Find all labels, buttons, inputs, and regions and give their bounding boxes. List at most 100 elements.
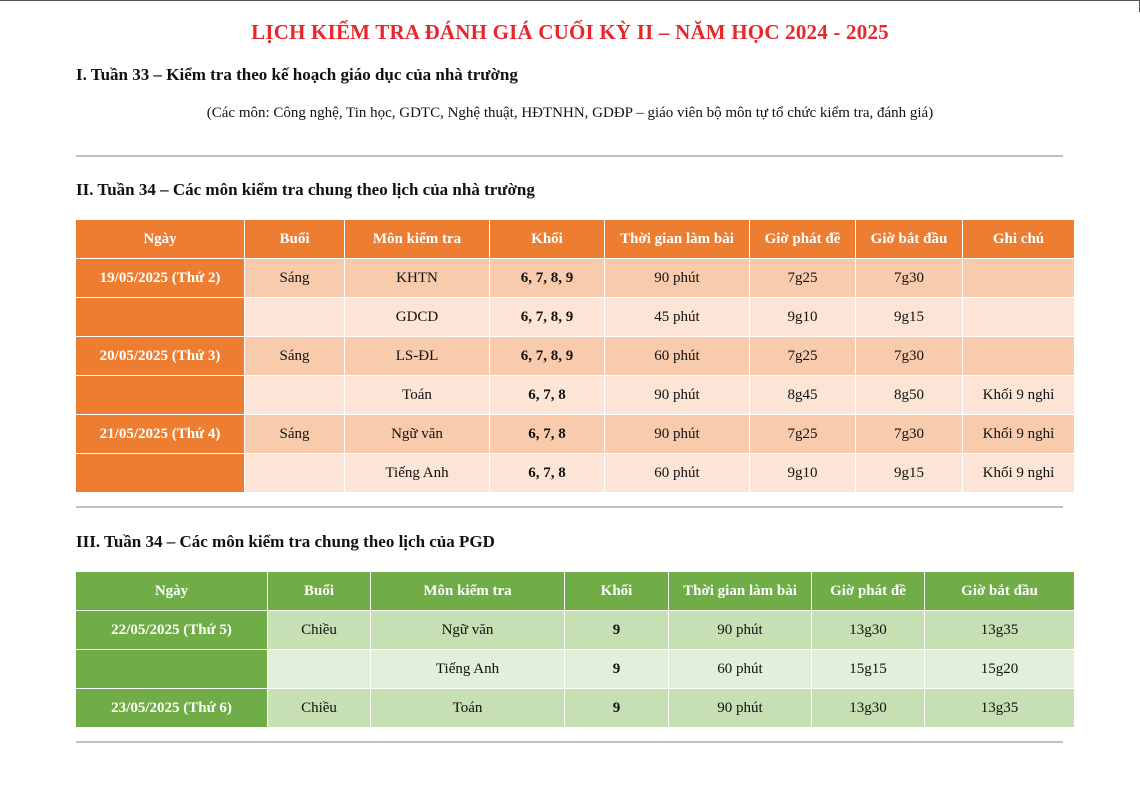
col-header-date: Ngày: [76, 220, 245, 259]
cell-grade: 9: [565, 689, 669, 728]
cell-handout-time: 13g30: [812, 689, 925, 728]
cell-subject: KHTN: [345, 259, 490, 298]
col-header-handout-time: Giờ phát đề: [812, 572, 925, 611]
col-header-date: Ngày: [76, 572, 268, 611]
section1-heading: I. Tuần 33 – Kiểm tra theo kế hoạch giáo…: [76, 65, 518, 85]
cell-grade: 6, 7, 8: [490, 415, 605, 454]
cell-subject: Toán: [371, 689, 565, 728]
cell-duration: 90 phút: [669, 611, 812, 650]
table-row: 22/05/2025 (Thứ 5) Chiều Ngữ văn 9 90 ph…: [76, 611, 1075, 650]
cell-subject: GDCD: [345, 298, 490, 337]
cell-handout-time: 7g25: [750, 337, 856, 376]
divider: [76, 506, 1063, 508]
top-border: [0, 0, 1140, 1]
col-header-start-time: Giờ bắt đầu: [925, 572, 1075, 611]
page-title: LỊCH KIỂM TRA ĐÁNH GIÁ CUỐI KỲ II – NĂM …: [0, 20, 1140, 45]
table-row: Tiếng Anh 6, 7, 8 60 phút 9g10 9g15 Khối…: [76, 454, 1075, 493]
cell-handout-time: 13g30: [812, 611, 925, 650]
cell-start-time: 9g15: [856, 454, 963, 493]
cell-handout-time: 7g25: [750, 415, 856, 454]
col-header-session: Buổi: [245, 220, 345, 259]
cell-grade: 9: [565, 650, 669, 689]
cell-duration: 60 phút: [669, 650, 812, 689]
cell-session: [245, 454, 345, 493]
cell-session: Chiều: [268, 611, 371, 650]
cell-date: 20/05/2025 (Thứ 3): [76, 337, 245, 376]
col-header-grade: Khối: [490, 220, 605, 259]
cell-grade: 6, 7, 8, 9: [490, 298, 605, 337]
cell-session: Sáng: [245, 337, 345, 376]
section2-heading: II. Tuần 34 – Các môn kiểm tra chung the…: [76, 180, 535, 200]
cell-start-time: 13g35: [925, 611, 1075, 650]
cell-handout-time: 7g25: [750, 259, 856, 298]
cell-date: [76, 650, 268, 689]
cell-duration: 90 phút: [605, 376, 750, 415]
cell-notes: Khối 9 nghỉ: [963, 415, 1075, 454]
table-row: GDCD 6, 7, 8, 9 45 phút 9g10 9g15: [76, 298, 1075, 337]
table-row: 19/05/2025 (Thứ 2) Sáng KHTN 6, 7, 8, 9 …: [76, 259, 1075, 298]
table-header-row: Ngày Buổi Môn kiểm tra Khối Thời gian là…: [76, 572, 1075, 611]
cell-session: Sáng: [245, 259, 345, 298]
col-header-subject: Môn kiểm tra: [371, 572, 565, 611]
cell-subject: Ngữ văn: [371, 611, 565, 650]
cell-subject: Toán: [345, 376, 490, 415]
cell-session: Chiều: [268, 689, 371, 728]
divider: [76, 741, 1063, 743]
pgd-schedule-table: Ngày Buổi Môn kiểm tra Khối Thời gian là…: [76, 572, 1075, 728]
cell-start-time: 7g30: [856, 415, 963, 454]
section3-heading: III. Tuần 34 – Các môn kiểm tra chung th…: [76, 532, 495, 552]
cell-duration: 90 phút: [605, 415, 750, 454]
cell-start-time: 8g50: [856, 376, 963, 415]
cell-duration: 90 phút: [605, 259, 750, 298]
col-header-notes: Ghi chú: [963, 220, 1075, 259]
cell-start-time: 9g15: [856, 298, 963, 337]
cell-duration: 45 phút: [605, 298, 750, 337]
cell-handout-time: 9g10: [750, 298, 856, 337]
cell-session: [245, 298, 345, 337]
cell-start-time: 13g35: [925, 689, 1075, 728]
cell-subject: LS-ĐL: [345, 337, 490, 376]
cell-grade: 6, 7, 8: [490, 454, 605, 493]
cell-start-time: 15g20: [925, 650, 1075, 689]
cell-date: [76, 454, 245, 493]
cell-start-time: 7g30: [856, 337, 963, 376]
cell-subject: Ngữ văn: [345, 415, 490, 454]
table-row: 23/05/2025 (Thứ 6) Chiều Toán 9 90 phút …: [76, 689, 1075, 728]
cell-date: 22/05/2025 (Thứ 5): [76, 611, 268, 650]
cell-handout-time: 8g45: [750, 376, 856, 415]
cell-date: [76, 298, 245, 337]
cell-date: 21/05/2025 (Thứ 4): [76, 415, 245, 454]
col-header-duration: Thời gian làm bài: [605, 220, 750, 259]
cell-date: 19/05/2025 (Thứ 2): [76, 259, 245, 298]
divider: [76, 155, 1063, 157]
cell-date: 23/05/2025 (Thứ 6): [76, 689, 268, 728]
cell-duration: 60 phút: [605, 454, 750, 493]
cell-notes: Khối 9 nghỉ: [963, 454, 1075, 493]
cell-subject: Tiếng Anh: [371, 650, 565, 689]
col-header-subject: Môn kiểm tra: [345, 220, 490, 259]
cell-notes: [963, 337, 1075, 376]
cell-grade: 6, 7, 8, 9: [490, 337, 605, 376]
cell-notes: [963, 259, 1075, 298]
cell-session: [245, 376, 345, 415]
col-header-start-time: Giờ bắt đầu: [856, 220, 963, 259]
cell-handout-time: 9g10: [750, 454, 856, 493]
table-row: Tiếng Anh 9 60 phút 15g15 15g20: [76, 650, 1075, 689]
cell-handout-time: 15g15: [812, 650, 925, 689]
cell-duration: 60 phút: [605, 337, 750, 376]
cell-notes: Khối 9 nghỉ: [963, 376, 1075, 415]
table-row: Toán 6, 7, 8 90 phút 8g45 8g50 Khối 9 ng…: [76, 376, 1075, 415]
cell-date: [76, 376, 245, 415]
section1-note: (Các môn: Công nghệ, Tin học, GDTC, Nghệ…: [0, 105, 1140, 122]
cell-grade: 9: [565, 611, 669, 650]
cell-grade: 6, 7, 8: [490, 376, 605, 415]
school-schedule-table: Ngày Buổi Môn kiểm tra Khối Thời gian là…: [76, 220, 1075, 493]
cell-start-time: 7g30: [856, 259, 963, 298]
cell-grade: 6, 7, 8, 9: [490, 259, 605, 298]
table-row: 21/05/2025 (Thứ 4) Sáng Ngữ văn 6, 7, 8 …: [76, 415, 1075, 454]
col-header-session: Buổi: [268, 572, 371, 611]
cell-duration: 90 phút: [669, 689, 812, 728]
table-header-row: Ngày Buổi Môn kiểm tra Khối Thời gian là…: [76, 220, 1075, 259]
cell-notes: [963, 298, 1075, 337]
col-header-handout-time: Giờ phát đề: [750, 220, 856, 259]
